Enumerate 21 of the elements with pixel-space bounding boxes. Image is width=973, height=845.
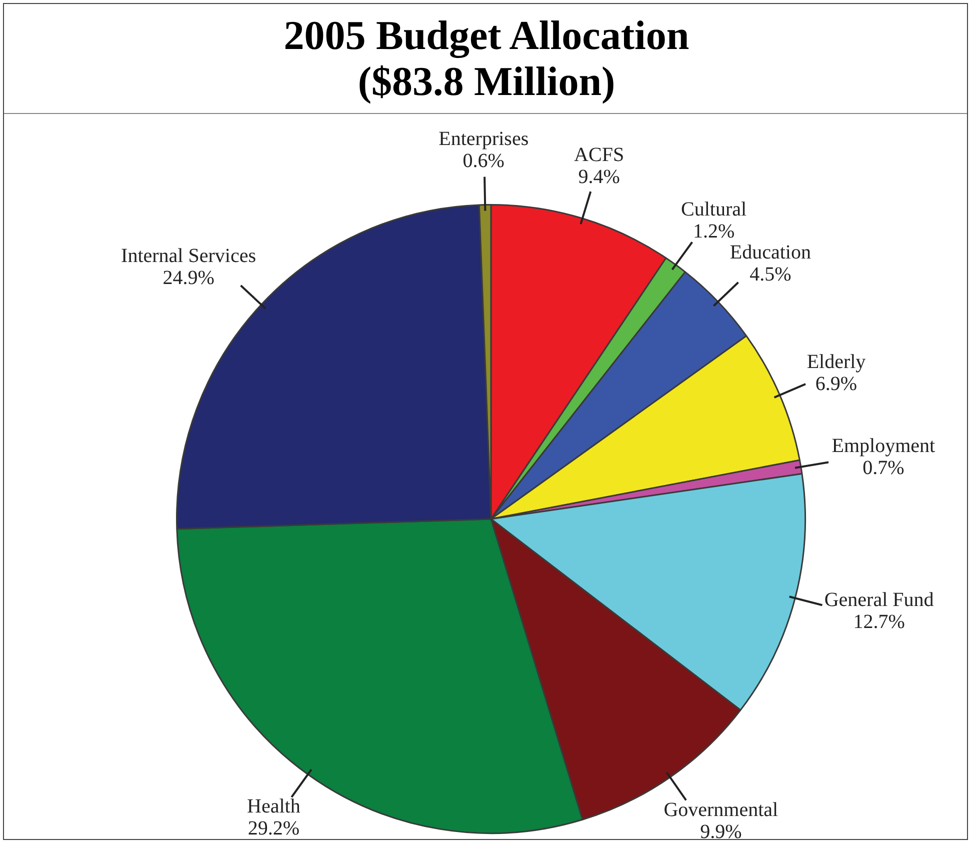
chart-title: 2005 Budget Allocation ($83.8 Million) xyxy=(282,12,690,104)
data-label: 1.2% xyxy=(692,220,735,242)
slice-label: General Fund xyxy=(824,588,934,611)
slice-label: Internal Services xyxy=(121,245,256,268)
slice-label: ACFS xyxy=(574,144,624,166)
data-label: 0.7% xyxy=(862,457,904,480)
slice-label: Elderly xyxy=(806,351,866,374)
data-label: 24.9% xyxy=(162,267,214,290)
slice-label: Enterprises xyxy=(438,128,529,150)
data-label: 4.5% xyxy=(750,264,792,286)
slice-label: Governmental xyxy=(664,798,779,821)
slice-label: Education xyxy=(730,242,811,264)
slice-label: Cultural xyxy=(681,198,747,220)
slice-label: Employment xyxy=(832,435,936,458)
data-label: 29.2% xyxy=(248,818,300,840)
slice-label: Health xyxy=(247,796,300,818)
data-label: 9.4% xyxy=(578,166,620,188)
data-label: 0.6% xyxy=(462,150,504,172)
data-label: 12.7% xyxy=(853,610,905,633)
data-label: 6.9% xyxy=(815,373,858,396)
data-label: 9.9% xyxy=(700,820,742,843)
